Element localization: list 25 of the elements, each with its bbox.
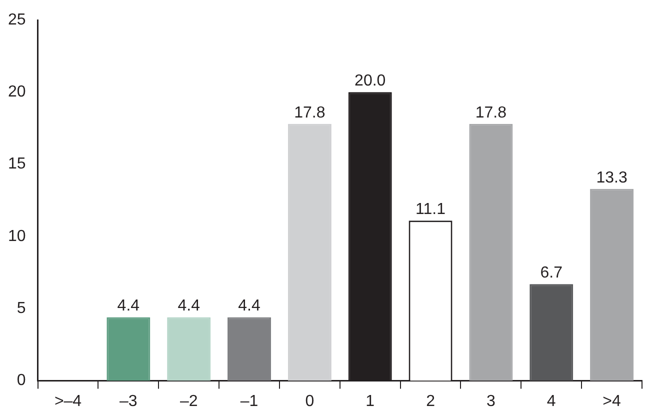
data-label: 20.0 xyxy=(354,72,386,90)
data-label: 4.4 xyxy=(238,298,260,315)
x-tick-label: 1 xyxy=(366,392,375,410)
y-tick-label: 10 xyxy=(8,228,26,245)
data-label: 17.8 xyxy=(475,104,507,122)
x-tick-label: >4 xyxy=(602,392,622,410)
x-tick-label: 4 xyxy=(546,392,556,410)
x-tick-label: –1 xyxy=(240,392,258,410)
x-tick-label: –3 xyxy=(120,392,138,410)
data-label: 4.4 xyxy=(117,298,140,315)
x-tick-label: 3 xyxy=(486,392,496,410)
y-tick-label: 20 xyxy=(8,84,26,101)
data-label: 4.4 xyxy=(178,298,200,315)
x-tick-label: –2 xyxy=(180,392,198,410)
data-label: 6.7 xyxy=(540,264,563,282)
data-label: 13.3 xyxy=(596,169,628,186)
x-tick-label: 2 xyxy=(426,392,436,410)
data-label: 11.1 xyxy=(416,201,446,218)
data-label: 17.8 xyxy=(294,104,326,122)
x-tick-label: 0 xyxy=(305,392,314,410)
y-tick-label: 0 xyxy=(16,372,26,390)
y-tick-label: 15 xyxy=(8,156,26,173)
x-tick-label: >–4 xyxy=(54,392,82,410)
y-tick-label: 25 xyxy=(8,11,26,28)
y-tick-label: 5 xyxy=(16,300,26,318)
